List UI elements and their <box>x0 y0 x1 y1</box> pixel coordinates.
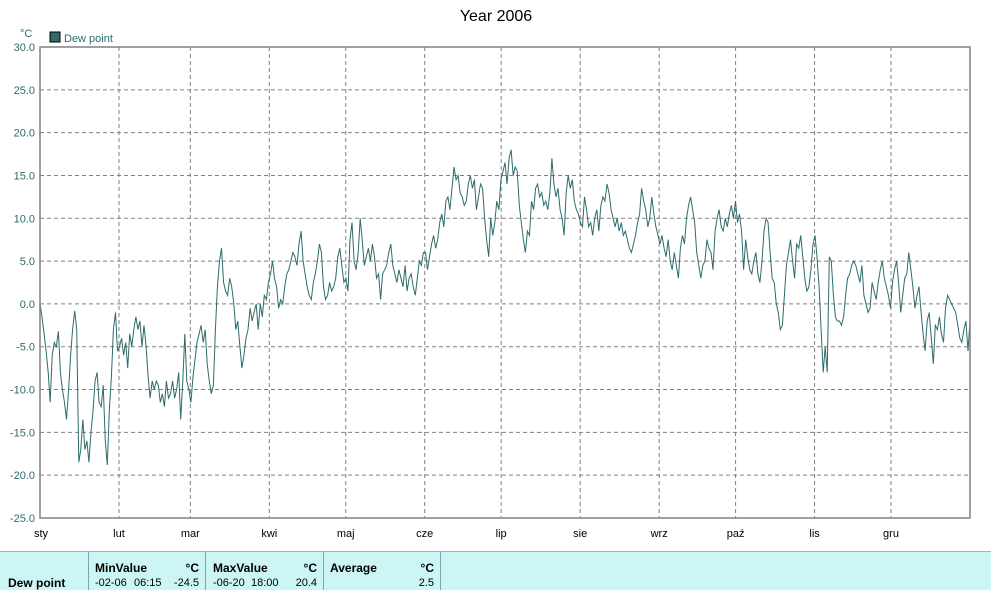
average-unit: °C <box>420 561 434 575</box>
x-tick-label-paź: paź <box>727 528 745 540</box>
y-tick-label: 30.0 <box>14 42 35 54</box>
grid-lines <box>40 47 970 518</box>
chart-title: Year 2006 <box>460 8 532 25</box>
x-tick-label-mar: mar <box>181 528 200 540</box>
max-value-header: MaxValue <box>213 561 268 575</box>
average-cell: Average °C 2.5 <box>323 552 441 590</box>
min-value-cell: MinValue °C -02-06 06:15 -24.5 <box>88 552 205 590</box>
stats-panel: Dew point MinValue °C -02-06 06:15 -24.5… <box>0 551 991 590</box>
stats-row-label: Dew point <box>8 576 66 590</box>
y-tick-label: 25.0 <box>14 85 35 97</box>
y-tick-label: -5.0 <box>16 342 35 354</box>
dew-point-series-line <box>39 149 971 465</box>
min-value-time: 06:15 <box>134 577 162 589</box>
max-value-unit: °C <box>303 561 317 575</box>
x-tick-label-wrz: wrz <box>650 528 668 540</box>
x-tick-label-lut: lut <box>113 528 125 540</box>
x-tick-label-sty: sty <box>34 528 49 540</box>
min-value-date: -02-06 <box>95 577 127 589</box>
legend-swatch <box>49 31 61 43</box>
x-tick-label-lip: lip <box>496 528 507 540</box>
x-axis-ticks: sty lut mar kwi maj cze lip sie wrz paź lis gru <box>34 528 899 540</box>
y-axis-unit: °C <box>20 28 32 40</box>
x-tick-label-kwi: kwi <box>261 528 277 540</box>
x-tick-label-gru: gru <box>883 528 899 540</box>
y-tick-label: -25.0 <box>10 513 35 525</box>
y-tick-label: -20.0 <box>10 470 35 482</box>
min-value-header: MinValue <box>95 561 148 575</box>
min-value-unit: °C <box>185 561 199 575</box>
plot-frame <box>39 46 971 519</box>
max-value-cell: MaxValue °C -06-20 18:00 20.4 <box>205 552 323 590</box>
dew-point-chart: Year 2006 °C Dew point 30.0 25.0 20.0 15.0 1… <box>10 8 971 540</box>
y-tick-label: 20.0 <box>14 128 35 140</box>
max-value-date: -06-20 <box>213 577 245 589</box>
max-value-time: 18:00 <box>251 577 279 589</box>
x-tick-label-cze: cze <box>416 528 433 540</box>
x-tick-label-maj: maj <box>337 528 355 540</box>
y-tick-label: -10.0 <box>10 385 35 397</box>
x-tick-label-lis: lis <box>809 528 820 540</box>
average-header: Average <box>330 561 377 575</box>
y-axis-ticks: 30.0 25.0 20.0 15.0 10.0 5.0 0.0 -5.0 -10.0 -15.0… <box>10 42 35 525</box>
y-tick-label: -15.0 <box>10 427 35 439</box>
legend-label: Dew point <box>64 33 113 45</box>
max-value-number: 20.4 <box>295 577 317 589</box>
min-value-number: -24.5 <box>173 577 199 589</box>
y-tick-label: 15.0 <box>14 170 35 182</box>
average-number: 2.5 <box>418 577 434 589</box>
y-tick-label: 0.0 <box>20 299 35 311</box>
y-tick-label: 10.0 <box>14 213 35 225</box>
y-tick-label: 5.0 <box>20 256 35 268</box>
x-tick-label-sie: sie <box>573 528 587 540</box>
